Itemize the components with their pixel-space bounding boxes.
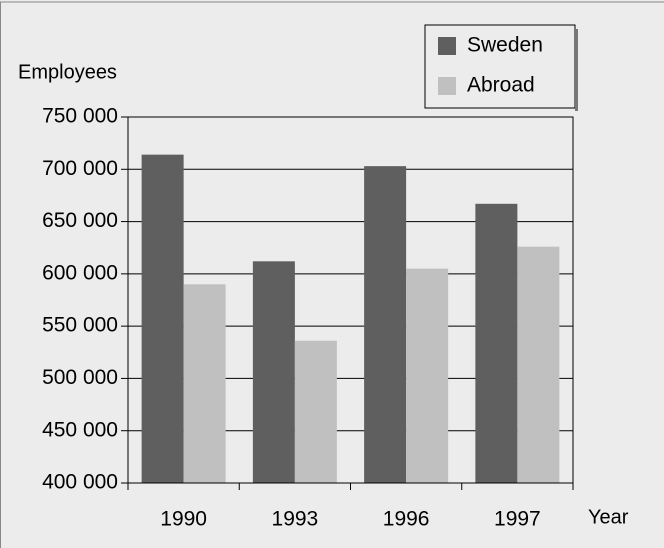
bar bbox=[364, 166, 407, 484]
y-tick-label: 700 000 bbox=[42, 157, 118, 180]
bar bbox=[141, 154, 184, 483]
legend-label: Sweden bbox=[467, 34, 543, 57]
y-tick-label: 400 000 bbox=[42, 471, 118, 494]
x-tick-label: 1996 bbox=[383, 508, 430, 531]
plot-frame bbox=[127, 116, 574, 484]
legend-swatch bbox=[438, 77, 456, 95]
legend-swatch bbox=[438, 37, 456, 55]
bar bbox=[252, 261, 295, 483]
y-tick-label: 450 000 bbox=[42, 418, 118, 441]
y-axis-label: Employees bbox=[18, 61, 117, 83]
x-tick-label: 1990 bbox=[160, 508, 207, 531]
legend-shadow bbox=[575, 29, 578, 111]
legend-label: Abroad bbox=[467, 74, 535, 97]
bar bbox=[517, 246, 560, 483]
y-tick-label: 600 000 bbox=[42, 261, 118, 284]
y-tick-label: 750 000 bbox=[42, 105, 118, 128]
bar bbox=[183, 284, 226, 483]
x-axis-label: Year bbox=[588, 506, 629, 528]
y-tick-label: 550 000 bbox=[42, 314, 118, 337]
bar bbox=[475, 203, 518, 483]
x-tick-label: 1993 bbox=[272, 508, 319, 531]
x-tick-label: 1997 bbox=[494, 508, 541, 531]
bar bbox=[406, 268, 449, 483]
y-tick-label: 650 000 bbox=[42, 209, 118, 232]
y-tick-label: 500 000 bbox=[42, 366, 118, 389]
bar bbox=[294, 340, 337, 483]
